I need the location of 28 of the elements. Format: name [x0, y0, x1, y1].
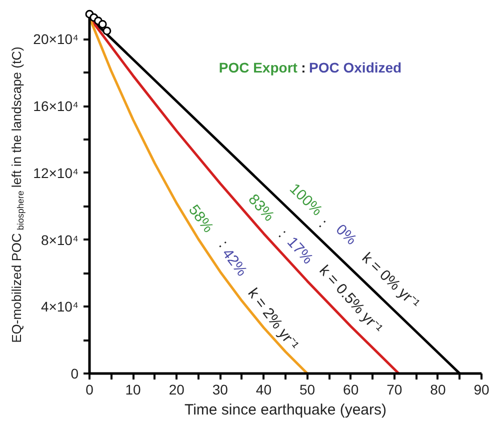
x-tick-label: 80 — [430, 382, 446, 398]
annotation: : — [215, 237, 232, 251]
x-axis-title: Time since earthquake (years) — [184, 402, 387, 418]
x-tick-label: 30 — [212, 382, 228, 398]
annotation: 0% — [332, 221, 360, 248]
y-tick-label: 0 — [70, 366, 79, 382]
annotation: POC Oxidized — [309, 60, 402, 76]
y-tick-label: 16×10⁴ — [33, 98, 79, 114]
annotation: POC Export — [218, 60, 298, 76]
y-axis-title: EQ-mobilized POCbiosphere left in the landscape (tC) — [9, 46, 26, 343]
point — [102, 26, 112, 36]
x-tick-label: 40 — [256, 382, 272, 398]
x-tick-label: 90 — [474, 382, 490, 398]
x-tick-label: 70 — [386, 382, 402, 398]
y-tick-label: 4×10⁴ — [40, 298, 79, 315]
annotation: : — [301, 60, 306, 76]
annotation: k = 2% yr⁻¹ — [244, 285, 302, 354]
x-tick-label: 0 — [86, 382, 94, 398]
y-tick-label: 20×10⁴ — [33, 31, 79, 48]
y-tick-label: 12×10⁴ — [33, 164, 79, 181]
point — [98, 20, 107, 28]
x-tick-label: 50 — [299, 382, 316, 398]
x-tick-label: 60 — [343, 382, 359, 398]
x-tick-label: 10 — [125, 382, 142, 398]
annotation: : — [315, 216, 330, 232]
annotation: : — [274, 226, 290, 242]
y-tick-label: 8×10⁴ — [40, 232, 79, 248]
x-tick-label: 20 — [168, 382, 185, 398]
